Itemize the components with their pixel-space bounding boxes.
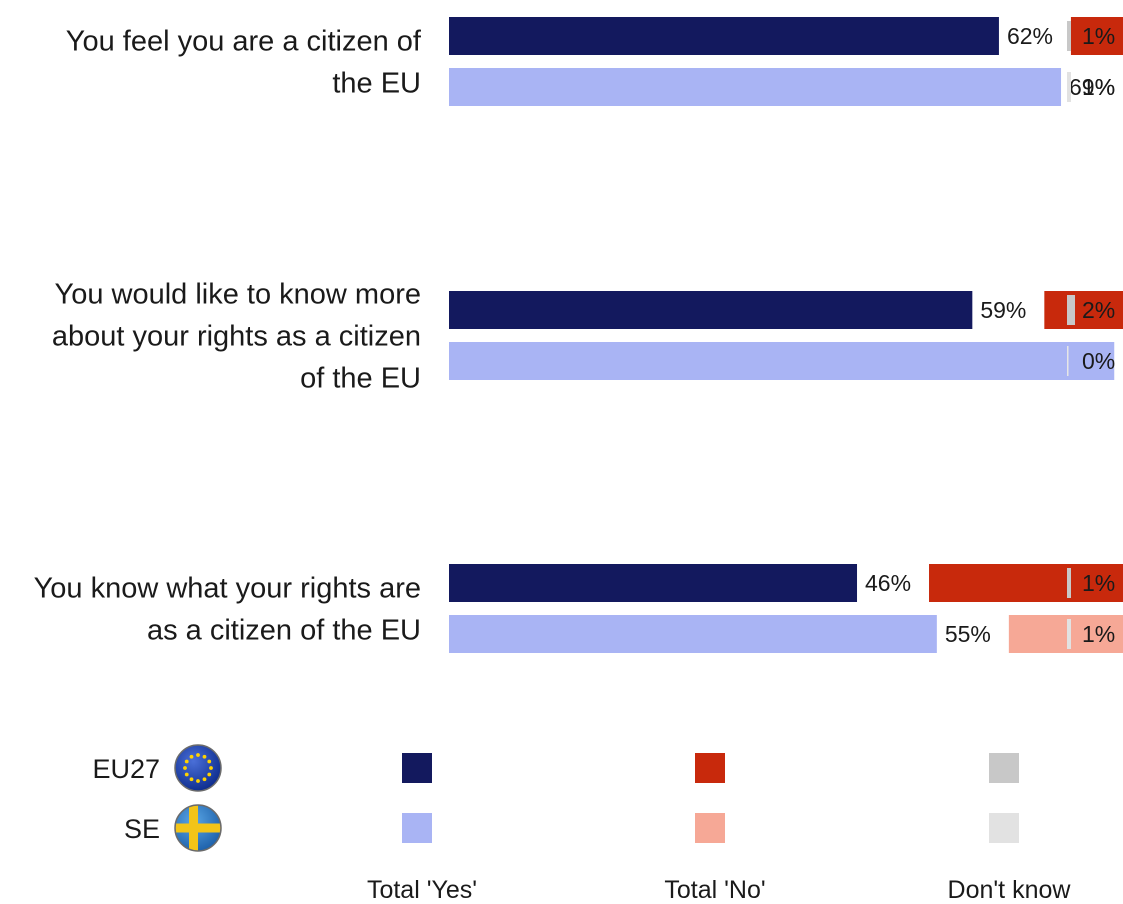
value-label-yes: 46%	[865, 570, 911, 596]
eu-star	[196, 753, 200, 757]
sweden-flag-rim	[174, 804, 222, 852]
eu-star	[207, 772, 212, 777]
legend-swatch-no-se	[695, 813, 725, 843]
question-row: You would like to know more about your ri…	[52, 279, 1123, 395]
question-label-line: of the EU	[300, 363, 421, 395]
question-label-line: You would like to know more	[55, 279, 421, 311]
question-row: You know what your rights are as a citize…	[34, 564, 1123, 653]
question-label-line: as a citizen of the EU	[147, 615, 421, 647]
legend-swatch-dontknow-se	[989, 813, 1019, 843]
eu-star	[189, 777, 194, 782]
legend: EU27 SE Total 'Yes' Total 'No' Don't know	[92, 744, 1072, 904]
bar-yes-eu27	[449, 291, 973, 329]
legend-group-label: EU27	[92, 754, 160, 784]
bar-dontknow-eu27	[1067, 568, 1071, 598]
value-label-dontknow: 1%	[1082, 74, 1115, 100]
bar-yes-eu27	[449, 564, 858, 602]
bar-yes-se	[449, 68, 1062, 106]
eu-star	[184, 759, 189, 764]
sweden-flag-cross-h	[175, 823, 221, 833]
value-label-dontknow: 1%	[1082, 570, 1115, 596]
legend-group-label: SE	[124, 814, 160, 844]
question-label-line: You feel you are a citizen of	[66, 26, 422, 58]
value-label-dontknow: 1%	[1082, 621, 1115, 647]
sweden-flag-body	[175, 805, 221, 851]
legend-swatch-no-eu27	[695, 753, 725, 783]
bar-yes-se	[449, 615, 937, 653]
legend-series-label: Total 'No'	[664, 876, 765, 904]
value-label-dontknow: 2%	[1082, 297, 1115, 323]
value-label-yes: 59%	[980, 297, 1026, 323]
legend-series-label: Don't know	[948, 876, 1072, 904]
bar-dontknow-eu27	[1067, 295, 1075, 325]
bar-no-eu27	[1070, 17, 1123, 55]
legend-swatch-yes-se	[402, 813, 432, 843]
question-label-line: You know what your rights are	[34, 573, 421, 605]
bar-no-se	[1008, 615, 1123, 653]
eu-star	[209, 766, 213, 770]
bar-dontknow-se	[1067, 346, 1069, 376]
eu-flag-disc	[174, 744, 222, 792]
value-label-yes: 62%	[1007, 23, 1053, 49]
sweden-flag-icon	[174, 804, 222, 852]
question-label-line: the EU	[332, 68, 421, 100]
legend-series-label: Total 'Yes'	[367, 876, 477, 904]
bar-no-eu27	[929, 564, 1123, 602]
eu-star	[202, 777, 207, 782]
value-label-yes: 69%	[1069, 74, 1115, 100]
question-label-line: about your rights as a citizen	[52, 321, 421, 353]
question-label: You know what your rights are as a citize…	[34, 573, 421, 647]
bar-dontknow-se	[1067, 72, 1071, 102]
eu-star	[196, 779, 200, 783]
eu-star	[184, 772, 189, 777]
bar-dontknow-eu27	[1067, 21, 1071, 51]
question-label: You would like to know more about your ri…	[52, 279, 421, 395]
eu-star	[189, 754, 194, 759]
value-label-yes: 55%	[945, 621, 991, 647]
legend-swatch-yes-eu27	[402, 753, 432, 783]
bar-yes-se	[449, 342, 1115, 380]
bar-yes-eu27	[449, 17, 999, 55]
eu-star	[202, 754, 207, 759]
value-label-dontknow: 1%	[1082, 23, 1115, 49]
question-label: You feel you are a citizen of the EU	[66, 26, 422, 100]
bar-no-eu27	[1044, 291, 1123, 329]
bar-dontknow-se	[1067, 619, 1071, 649]
value-label-dontknow: 0%	[1082, 348, 1115, 374]
eu-star	[207, 759, 212, 764]
eu-star	[183, 766, 187, 770]
legend-swatch-dontknow-eu27	[989, 753, 1019, 783]
eu-flag-icon	[174, 744, 222, 792]
